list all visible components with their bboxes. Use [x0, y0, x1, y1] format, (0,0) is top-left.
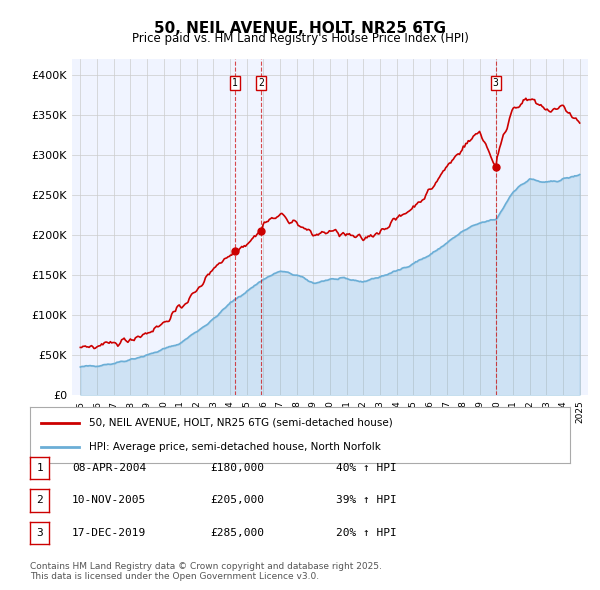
- Text: 3: 3: [493, 78, 499, 88]
- Text: £285,000: £285,000: [210, 528, 264, 537]
- Text: HPI: Average price, semi-detached house, North Norfolk: HPI: Average price, semi-detached house,…: [89, 442, 381, 453]
- Text: 39% ↑ HPI: 39% ↑ HPI: [336, 496, 397, 505]
- Text: 50, NEIL AVENUE, HOLT, NR25 6TG (semi-detached house): 50, NEIL AVENUE, HOLT, NR25 6TG (semi-de…: [89, 418, 393, 428]
- Text: 10-NOV-2005: 10-NOV-2005: [72, 496, 146, 505]
- Text: 20% ↑ HPI: 20% ↑ HPI: [336, 528, 397, 537]
- Text: 1: 1: [232, 78, 238, 88]
- Text: £205,000: £205,000: [210, 496, 264, 505]
- Text: 1: 1: [36, 463, 43, 473]
- Text: 40% ↑ HPI: 40% ↑ HPI: [336, 463, 397, 473]
- Text: 50, NEIL AVENUE, HOLT, NR25 6TG: 50, NEIL AVENUE, HOLT, NR25 6TG: [154, 21, 446, 35]
- Text: 2: 2: [258, 78, 264, 88]
- Text: 08-APR-2004: 08-APR-2004: [72, 463, 146, 473]
- Text: 2: 2: [36, 496, 43, 505]
- Text: £180,000: £180,000: [210, 463, 264, 473]
- Text: Contains HM Land Registry data © Crown copyright and database right 2025.
This d: Contains HM Land Registry data © Crown c…: [30, 562, 382, 581]
- Text: 3: 3: [36, 528, 43, 537]
- Text: Price paid vs. HM Land Registry's House Price Index (HPI): Price paid vs. HM Land Registry's House …: [131, 32, 469, 45]
- Text: 17-DEC-2019: 17-DEC-2019: [72, 528, 146, 537]
